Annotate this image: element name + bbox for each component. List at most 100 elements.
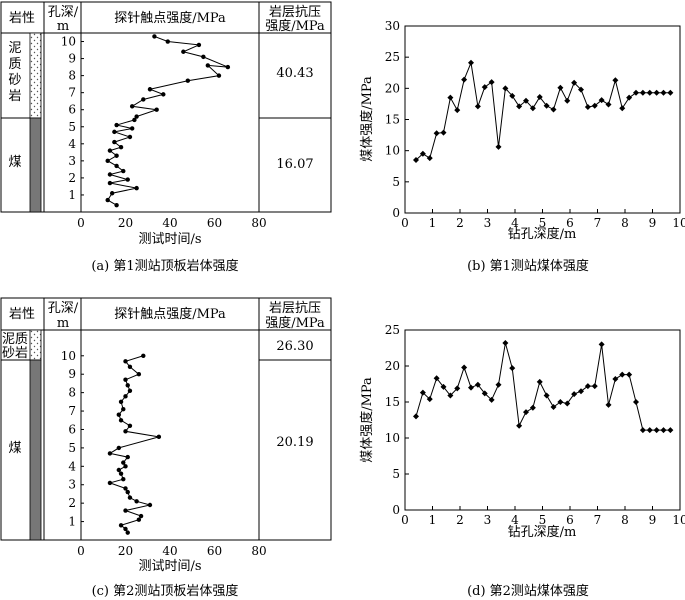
panel-c-y-tick-label: 9	[68, 367, 76, 381]
panel-d-data-point	[653, 427, 660, 434]
panel-d-xlabel: 钻孔深度/m	[508, 524, 577, 540]
panel-c-data-point	[107, 480, 113, 486]
panel-b-x-tick-label: 2	[456, 216, 464, 230]
panel-b-x-tick-label: 6	[566, 216, 574, 230]
panel-a-lith-name-2: 质	[8, 57, 21, 72]
panel-d-data-point	[612, 375, 619, 382]
panel-a-lith-name-1: 泥	[8, 41, 21, 56]
panel-d-data-point	[626, 371, 633, 378]
panel-a-data-point	[165, 39, 170, 44]
panel-b-data-point	[447, 94, 454, 101]
panel-a-data-point	[127, 134, 133, 140]
panel-c-lith-name-1: 泥质	[2, 332, 28, 347]
panel-d-data-point	[660, 427, 667, 434]
panel-d-data-point	[543, 392, 550, 399]
panel-d-x-tick-label: 6	[566, 513, 574, 527]
panel-d-x-tick-label: 1	[429, 513, 437, 527]
panel-a-data-point	[134, 185, 139, 191]
panel-c-data-point	[118, 471, 124, 476]
panel-a-header-strength-1: 岩层抗压	[269, 5, 321, 20]
panel-c-header-depth-2: m	[57, 316, 69, 331]
panel-d-data-point	[536, 378, 543, 385]
panel-a-header-depth-2: m	[57, 19, 69, 34]
panel-b-data-point	[584, 104, 591, 111]
panel-d-y-tick-label: 5	[392, 467, 400, 481]
panel-c-data-point	[123, 429, 128, 434]
panel-c-caption: (c) 第2测站顶板岩体强度	[92, 583, 239, 599]
panel-a-data-point	[134, 114, 139, 119]
panel-a-data-point	[129, 126, 135, 131]
panel-c-data-point	[107, 451, 113, 456]
panel-c-data-point	[125, 530, 130, 535]
panel-d-data-point	[619, 371, 626, 378]
panel-a-data-point	[114, 122, 119, 128]
panel-c-data-point	[141, 353, 146, 358]
panel-c-data-point	[118, 399, 124, 405]
panel-c-data-point	[127, 364, 133, 370]
panel-b-data-point	[646, 89, 653, 96]
panel-a-data-point	[107, 180, 113, 186]
panel-c-data-point	[127, 495, 133, 500]
panel-a-strength-coal: 16.07	[276, 157, 313, 172]
panel-b-data-point	[413, 157, 419, 164]
panel-d-x-tick-label: 2	[456, 513, 464, 527]
panel-a-data-point	[216, 73, 222, 78]
panel-c-frame	[0, 297, 332, 541]
panel-c-header-strength-2: 强度/MPa	[265, 315, 325, 331]
panel-c-data-point	[121, 407, 126, 412]
panel-b-x-tick-label: 10	[672, 216, 685, 230]
panel-b-caption: (b) 第1测站煤体强度	[467, 258, 589, 274]
panel-a-header-strength-2: 强度/MPa	[265, 18, 325, 34]
panel-a-lith-name-3: 砂	[8, 73, 21, 88]
panel-c-data-point	[125, 489, 130, 495]
panel-a-strength-sandstone: 40.43	[276, 66, 313, 81]
panel-c-data-point	[127, 388, 133, 393]
panel-c-data-point	[118, 418, 124, 423]
panel-b-data-point	[523, 97, 529, 104]
panel-d-data-point	[557, 399, 564, 405]
panel-b-plot: 0 1 2 3 4 5 6 7 8 9 10 0 5 10 15 20 25 30	[385, 19, 685, 230]
panel-c-y-tick-label: 2	[68, 496, 76, 510]
panel-c-header-probe: 探针触点强度/MPa	[114, 306, 226, 322]
panel-b-coal-strength: 0 1 2 3 4 5 6 7 8 9 10 0 5 10 15 20 25 30 钻孔深度/m 煤体强度/MPa…	[359, 19, 685, 274]
panel-b-data-point	[564, 97, 571, 104]
panel-c-data-point	[125, 454, 130, 460]
panel-d-x-tick-label: 10	[672, 513, 685, 527]
panel-a-y-tick-label: 2	[68, 171, 76, 185]
panel-a-data-point	[185, 78, 190, 83]
panel-c-strength-sandstone: 26.30	[276, 339, 313, 354]
panel-c-x-tick-label: 60	[207, 544, 222, 558]
panel-d-data-point	[509, 365, 516, 372]
panel-c-y-tick-label: 8	[68, 386, 76, 400]
panel-a-data-point	[201, 54, 206, 60]
panel-a-y-tick-label: 4	[68, 137, 76, 151]
panel-d-data-point	[468, 384, 474, 391]
panel-b-data-point	[571, 79, 578, 86]
panel-d-x-tick-label: 7	[594, 513, 602, 527]
panel-a-lith-coal-column	[29, 117, 42, 213]
panel-b-data-point	[626, 94, 633, 101]
panel-c-lith-coal-name: 煤	[8, 441, 21, 456]
panel-c-probe-plot: 0 20 40 60 80 1 2 3 4 5 6 7 8 9 10	[61, 349, 267, 558]
panel-b-data-point	[419, 150, 426, 157]
panel-a-lith-coal-name: 煤	[8, 155, 21, 170]
panel-a-x-tick-label: 60	[207, 216, 222, 230]
panel-a-data-point	[118, 145, 124, 150]
panel-a-y-tick-label: 9	[68, 52, 76, 66]
panel-a-data-point	[114, 163, 119, 169]
panel-d-data-point	[454, 385, 461, 392]
panel-d-data-point	[598, 341, 605, 348]
panel-d-data-point	[461, 364, 468, 371]
panel-c-x-tick-label: 0	[77, 544, 85, 558]
panel-a-series-line	[106, 35, 229, 206]
panel-d-data-point	[447, 392, 454, 399]
panel-d-data-point	[495, 381, 502, 388]
panel-b-data-point	[619, 105, 626, 112]
panel-a-data-point	[109, 191, 115, 196]
panel-b-data-point	[536, 94, 543, 101]
panel-a-x-tick-label: 80	[251, 216, 266, 230]
panel-d-ylabel: 煤体强度/MPa	[359, 377, 375, 463]
panel-b-data-point	[454, 107, 461, 114]
panel-b-data-point	[639, 89, 646, 96]
panel-c-lith-name-2: 砂岩	[2, 346, 28, 361]
